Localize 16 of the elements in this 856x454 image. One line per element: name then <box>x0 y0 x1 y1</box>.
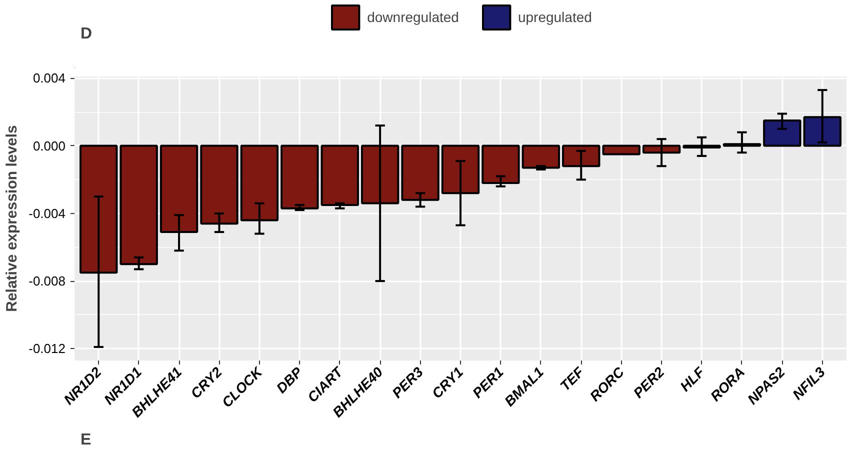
text: E <box>80 432 92 448</box>
bar <box>320 144 359 206</box>
bar <box>120 144 158 266</box>
text: D <box>80 26 92 42</box>
legend-label: upregulated <box>518 9 592 25</box>
bar <box>280 144 319 210</box>
y-tick-label: 0.004 <box>32 70 66 86</box>
y-tick-label: -0.012 <box>28 341 66 356</box>
y-tick-label: -0.008 <box>28 274 66 289</box>
bar <box>602 144 640 156</box>
bar <box>482 144 520 184</box>
y-axis-title: Relative expression levels <box>4 125 21 312</box>
legend-label: downregulated <box>367 9 459 25</box>
y-tick-label: -0.004 <box>28 206 66 221</box>
y-tick-label: 0.000 <box>32 138 66 154</box>
bar <box>522 144 560 169</box>
